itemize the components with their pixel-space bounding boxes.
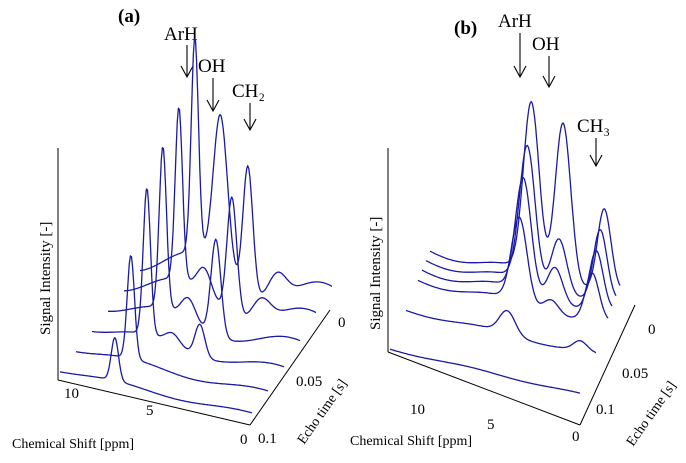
panel-a-ztick-0: 0 [338,315,346,331]
panel-b-curves [389,101,621,394]
panel-b-arrowhead-ch3 [589,154,603,168]
panel-a-peak-label-ch2: CH₂ [232,81,265,102]
panel-a-xtick-10: 10 [64,386,79,402]
panel-a-xlabel: Chemical Shift [ppm] [12,437,134,452]
panel-a-arrowhead-arh [180,65,194,79]
panel-a-spectrum-echo-0-06 [91,188,285,368]
panel-b-arrowhead-oh [542,75,556,89]
panel-b-ylabel: Signal Intensity [-] [368,217,384,330]
panel-a-ztick-0-05: 0.05 [296,374,322,390]
panel-b-z-axis [579,304,636,426]
panel-a-spectrum-echo-0-08 [75,255,269,392]
panel-b-peak-label-ch3: CH₃ [577,116,610,137]
panel-b-xlabel: Chemical Shift [ppm] [350,434,472,449]
panel-a-ylabel: Signal Intensity [-] [38,222,54,335]
panel-b-x-axis [387,351,581,426]
panel-a-spectrum-echo-0-02 [123,107,317,314]
panel-b-spectrum-echo-0-03 [417,216,609,319]
panel-b-peak-label-oh: OH [532,34,560,55]
panel-b-xtick-10: 10 [410,402,425,418]
panel-b-zlabel: Echo time [s] [624,379,680,449]
panel-a-peak-label-oh: OH [198,56,226,77]
panel-a-xtick-0: 0 [240,432,248,448]
panel-b-peak-label-arh: ArH [498,11,532,32]
panel-b-xtick-0: 0 [572,429,580,445]
panel-b-ztick-0: 0 [648,322,656,338]
panel-b-xtick-5: 5 [487,417,495,433]
panel-b-ztick-0-05: 0.05 [622,366,648,382]
panel-a-curves [59,38,333,414]
panel-a-spectrum-echo-0-1 [59,337,253,414]
panel-a-x-axis [57,379,251,426]
panel-a-z-axis [249,309,331,426]
panel-b-label: (b) [454,18,477,39]
panel-a-arrowhead-ch2 [243,118,257,132]
panel-b-ztick-0-1: 0.1 [596,402,615,418]
panel-a-peak-label-arh: ArH [164,24,198,45]
panel-a-spectrum-echo-0-04 [107,146,301,342]
panel-a: (a) Signal Intensity [-] Chemical Shift … [12,6,351,452]
panel-b-spectrum-echo-0-02 [421,177,613,307]
panel-b: (b) Signal Intensity [-] Chemical Shift … [350,11,680,449]
panel-b-spectrum-echo-0-06 [405,309,597,354]
panel-a-ztick-0-1: 0.1 [258,431,277,447]
panel-a-label: (a) [118,6,140,27]
panel-a-arrowhead-oh [206,99,220,113]
panel-a-xtick-5: 5 [146,403,154,419]
panel-b-spectrum-echo-0-1 [389,348,581,394]
panel-b-arrowhead-arh [513,65,527,79]
